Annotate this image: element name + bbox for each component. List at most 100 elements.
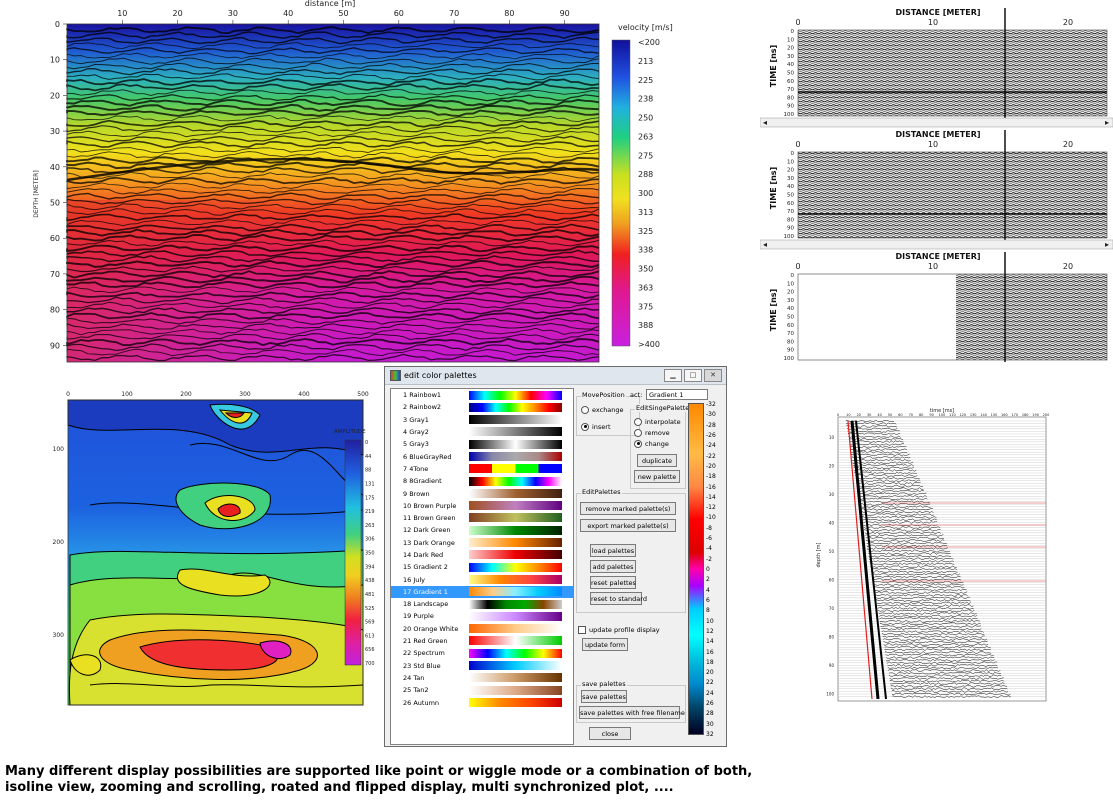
palette-list-item[interactable]: 1 Rainbow1 xyxy=(391,389,573,401)
edit-palettes-group: EditPalettes remove marked palette(s) ex… xyxy=(576,488,686,613)
load-palettes-button[interactable]: load palettes xyxy=(590,544,636,557)
scroll-left-icon[interactable]: ◂ xyxy=(763,240,767,249)
palette-list-item[interactable]: 13 Dark Orange xyxy=(391,537,573,549)
palette-scale-label: 30 xyxy=(706,720,714,728)
amplitude-scale-label: 88 xyxy=(365,468,371,474)
scroll-right-icon[interactable]: ▸ xyxy=(1105,118,1109,127)
radio-interpolate[interactable]: interpolate xyxy=(634,416,681,427)
radargram-time-tick: 20 xyxy=(787,290,794,296)
palette-list-item[interactable]: 11 Brown Green xyxy=(391,512,573,524)
maximize-button[interactable]: □ xyxy=(684,369,702,382)
save-free-filename-button[interactable]: save palettes with free filename xyxy=(579,706,685,719)
close-icon[interactable]: ✕ xyxy=(704,369,722,382)
radargram-scrollbar[interactable] xyxy=(759,239,1113,250)
radio-remove[interactable]: remove xyxy=(634,427,681,438)
palette-list-item[interactable]: 5 Gray3 xyxy=(391,438,573,450)
dialog-close-button[interactable]: close xyxy=(589,727,631,740)
radargram-time-tick: 30 xyxy=(787,54,794,60)
palette-list-item[interactable]: 17 Gradient 1 xyxy=(391,585,573,599)
minimize-button[interactable]: ▁ xyxy=(664,369,682,382)
dialog-titlebar[interactable]: edit color palettes ▁ □ ✕ xyxy=(385,367,726,385)
velocity-x-tick-label: 90 xyxy=(560,9,570,18)
wiggle-x-tick-label: 30 xyxy=(867,413,871,417)
palette-list-item[interactable]: 15 Gradient 2 xyxy=(391,561,573,573)
edit-color-palettes-dialog[interactable]: edit color palettes ▁ □ ✕ 1 Rainbow1 2 Ra… xyxy=(384,366,727,747)
palette-name: 16 July xyxy=(403,575,426,584)
add-palettes-button[interactable]: add palettes xyxy=(590,560,636,573)
radargram-scrollbar[interactable] xyxy=(759,117,1113,128)
amplitude-contours xyxy=(67,399,364,706)
velocity-scale-label: 238 xyxy=(638,95,653,104)
velocity-section-plot[interactable]: 10 20 30 40 50 60 70 80 90 0 10 20 30 40 50 60 70 80 90 d… xyxy=(0,0,700,368)
radio-insert-dot[interactable] xyxy=(581,422,589,431)
act-input[interactable]: Gradient 1 xyxy=(646,389,708,400)
radargram-stack[interactable]: DISTANCE [METER] 0 10 20 TIME [ns] 0 10 20 30 40 5… xyxy=(759,0,1113,370)
remove-marked-button[interactable]: remove marked palette(s) xyxy=(580,502,676,515)
palette-list-item[interactable]: 6 BlueGrayRed xyxy=(391,450,573,462)
palette-list-item[interactable]: 10 Brown Purple xyxy=(391,500,573,512)
wiggle-x-tick-label: 50 xyxy=(888,413,892,417)
palette-list-item[interactable]: 25 Tan2 xyxy=(391,684,573,696)
radio-exchange[interactable]: exchange xyxy=(581,404,624,415)
velocity-x-tick-label: 10 xyxy=(117,9,127,18)
palette-list-item[interactable]: 21 Red Green xyxy=(391,635,573,647)
palette-list-item[interactable]: 4 Gray2 xyxy=(391,426,573,438)
amplitude-scale-label: 263 xyxy=(365,523,375,529)
palette-list-item[interactable]: 12 Dark Green xyxy=(391,524,573,536)
palette-list-item[interactable]: 2 Rainbow2 xyxy=(391,401,573,413)
scroll-right-icon[interactable]: ▸ xyxy=(1105,240,1109,249)
palette-list[interactable]: 1 Rainbow1 2 Rainbow2 3 Gray1 4 Gray2 5 Gray… xyxy=(390,388,574,745)
wiggle-x-ticks: 0 10 20 30 40 50 60 70 80 90 100 110 120 130 140 150 160… xyxy=(837,413,1049,417)
export-marked-button[interactable]: export marked palette(s) xyxy=(580,519,676,532)
velocity-scale-label: 288 xyxy=(638,170,653,179)
radargram-x-tick: 10 xyxy=(928,18,938,27)
radio-change[interactable]: change xyxy=(634,438,681,449)
duplicate-button[interactable]: duplicate xyxy=(637,454,677,467)
caption-line-2: isoline view, zooming and scrolling, roa… xyxy=(5,780,674,795)
wiggle-x-tick-label: 120 xyxy=(959,413,966,417)
palette-list-item[interactable]: 16 July xyxy=(391,573,573,585)
palette-list-item[interactable]: 19 Purple xyxy=(391,610,573,622)
new-palette-button[interactable]: new palette xyxy=(634,470,680,483)
palette-list-item[interactable]: 7 4Tone xyxy=(391,463,573,475)
palette-list-item[interactable]: 24 Tan xyxy=(391,672,573,684)
update-profile-checkbox-box[interactable] xyxy=(578,626,586,634)
palette-list-item[interactable]: 18 Landscape xyxy=(391,598,573,610)
wiggle-y-tick-label: 50 xyxy=(829,549,835,554)
save-palettes-button[interactable]: save palettes xyxy=(581,690,627,703)
palette-list-item[interactable]: 3 Gray1 xyxy=(391,414,573,426)
palette-name: 23 Std Blue xyxy=(403,661,441,670)
radargram-time-tick: 90 xyxy=(787,348,794,354)
palette-list-item[interactable]: 9 Brown xyxy=(391,487,573,499)
radio-insert[interactable]: insert xyxy=(581,421,624,432)
palette-scale-label: 20 xyxy=(706,669,714,677)
reset-palettes-button[interactable]: reset palettes xyxy=(590,576,636,589)
palette-scale-label: 22 xyxy=(706,679,714,687)
amplitude-y-tick-label: 300 xyxy=(53,632,65,639)
palette-scale-label: -28 xyxy=(706,421,716,429)
palette-list-item[interactable]: 26 Autumn xyxy=(391,696,573,708)
palette-list-item[interactable]: 14 Dark Red xyxy=(391,549,573,561)
radio-interpolate-dot[interactable] xyxy=(634,417,642,426)
update-profile-checkbox[interactable]: update profile display xyxy=(578,626,660,634)
velocity-scale-label: 250 xyxy=(638,114,653,123)
vsp-wiggle-plot[interactable]: 0 10 20 30 40 50 60 70 80 90 100 110 120 130 140 150 160… xyxy=(812,405,1052,705)
radargram-time-tick: 10 xyxy=(787,281,794,287)
palette-swatch xyxy=(469,427,562,437)
palette-list-item[interactable]: 8 8Gradient xyxy=(391,475,573,487)
update-form-button[interactable]: update form xyxy=(582,638,628,651)
radargram-time-tick: 50 xyxy=(787,193,794,199)
radio-remove-dot[interactable] xyxy=(634,428,642,437)
amplitude-scale-label: 569 xyxy=(365,620,375,626)
scroll-left-icon[interactable]: ◂ xyxy=(763,118,767,127)
palette-swatch xyxy=(469,587,562,597)
palette-list-item[interactable]: 20 Orange White xyxy=(391,623,573,635)
reset-to-standard-button[interactable]: reset to standard xyxy=(590,592,647,605)
radio-change-dot[interactable] xyxy=(634,439,642,448)
dialog-title: edit color palettes xyxy=(404,371,477,380)
radio-exchange-dot[interactable] xyxy=(581,405,589,414)
radargram-time-tick: 10 xyxy=(787,159,794,165)
palette-list-item[interactable]: 22 Spectrum xyxy=(391,647,573,659)
palette-list-item[interactable]: 23 Std Blue xyxy=(391,660,573,672)
